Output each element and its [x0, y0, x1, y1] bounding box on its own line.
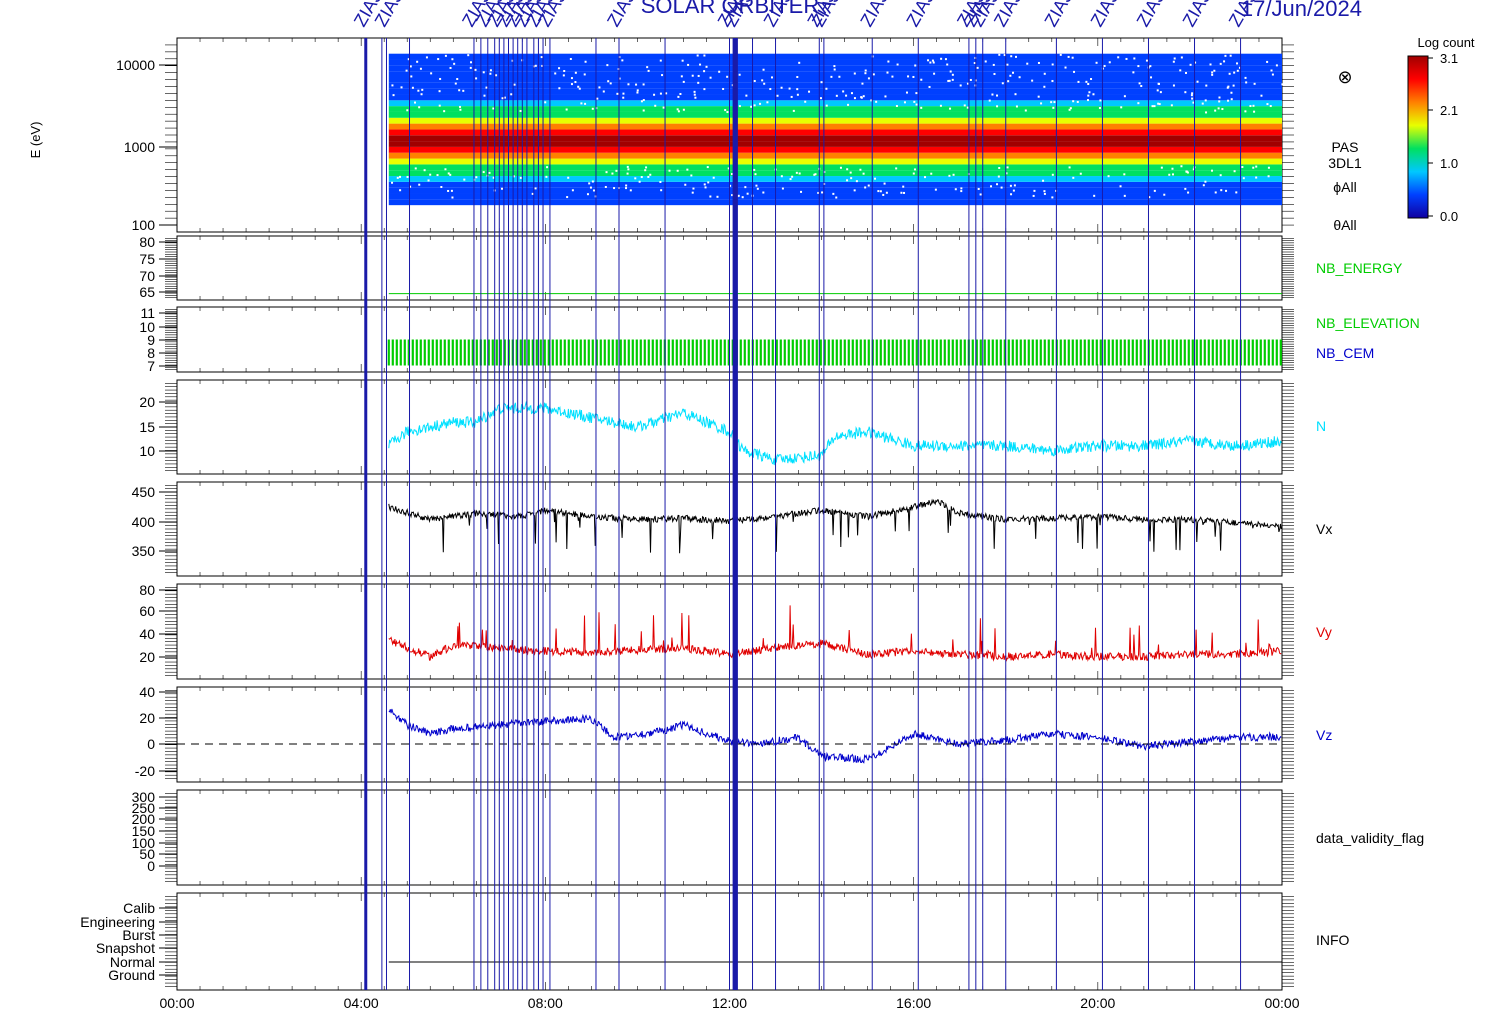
series-vy	[388, 605, 1282, 663]
y-tick-label: 80	[139, 582, 155, 598]
y-tick-label: 15	[139, 419, 155, 435]
y-tick-label: 1000	[124, 139, 155, 155]
y-tick-label: 10	[139, 443, 155, 459]
y-tick-label: 10000	[116, 57, 155, 73]
event-marker-label: ZIA3	[603, 0, 639, 30]
y-tick-label: Calib	[123, 900, 155, 916]
y-tick-label: 20	[139, 649, 155, 665]
y-tick-label: 20	[139, 394, 155, 410]
series-label: Vx	[1316, 521, 1332, 537]
y-tick-label: 10	[139, 319, 155, 335]
y-tick-label: 60	[139, 603, 155, 619]
y-tick-label: 65	[139, 284, 155, 300]
series-label: Vz	[1316, 727, 1332, 743]
event-marker-label: ZIA3	[856, 0, 892, 30]
x-tick-label: 00:00	[1264, 995, 1299, 1011]
panel-5: 80 60 40 20 Vy	[139, 582, 1332, 680]
instrument-label: PAS	[1332, 139, 1359, 155]
panel-4: 450 400 350 Vx	[132, 481, 1332, 577]
instrument-label: 3DL1	[1328, 155, 1362, 171]
y-tick-label: Engineering	[80, 914, 155, 930]
instrument-label: ϕAll	[1333, 179, 1356, 195]
y-tick-label: Ground	[108, 967, 155, 983]
series-label: NB_ELEVATION	[1316, 315, 1420, 331]
y-tick-label: 100	[132, 217, 156, 233]
series-label: data_validity_flag	[1316, 830, 1424, 846]
series-n	[388, 400, 1282, 466]
y-tick-label: 11	[140, 305, 155, 321]
colorbar-title: Log count	[1417, 35, 1474, 50]
colorbar-tick: 2.1	[1440, 103, 1458, 118]
event-marker-label: ZIA3	[902, 0, 938, 30]
series-vz	[388, 708, 1282, 764]
x-tick-label: 16:00	[896, 995, 931, 1011]
y-tick-label: 7	[147, 358, 155, 374]
series-label: N	[1316, 418, 1326, 434]
colorbar-tick: 3.1	[1440, 51, 1458, 66]
y-axis-label: E (eV)	[28, 122, 43, 159]
y-tick-label: 150	[132, 823, 156, 839]
y-tick-label: 40	[139, 626, 155, 642]
y-tick-label: Snapshot	[96, 940, 155, 956]
y-tick-label: 9	[147, 332, 155, 348]
colorbar	[1407, 55, 1429, 219]
y-tick-label: 80	[139, 234, 155, 250]
event-marker-label: ZIA3	[1179, 0, 1215, 30]
y-tick-label: 50	[139, 846, 155, 862]
series-label: INFO	[1316, 932, 1350, 948]
chart-date: 17/Jun/2024	[1241, 0, 1362, 21]
x-tick-label: 04:00	[344, 995, 379, 1011]
x-tick-label: 12:00	[712, 995, 747, 1011]
y-tick-label: Normal	[110, 954, 155, 970]
y-tick-label: 450	[132, 484, 156, 500]
event-marker-label: ZIA3	[1087, 0, 1123, 30]
y-tick-label: 400	[132, 514, 156, 530]
x-tick-label: 08:00	[528, 995, 563, 1011]
y-tick-label: Burst	[122, 927, 155, 943]
series-vx	[388, 498, 1282, 554]
y-tick-label: 350	[132, 543, 156, 559]
spectrogram	[388, 53, 1284, 206]
y-tick-label: 8	[147, 345, 155, 361]
event-marker-label: ZIA3	[1133, 0, 1169, 30]
series-label: Vy	[1316, 624, 1332, 640]
y-tick-label: 300	[132, 789, 156, 805]
colorbar-tick: 1.0	[1440, 156, 1458, 171]
y-tick-label: 250	[132, 800, 156, 816]
series-label: NB_ENERGY	[1316, 260, 1403, 276]
y-tick-label: 70	[139, 268, 155, 284]
instrument-label: ⊗	[1337, 67, 1352, 87]
y-tick-label: -20	[135, 763, 155, 779]
instrument-label: θAll	[1333, 217, 1356, 233]
y-tick-label: 0	[147, 736, 155, 752]
y-tick-label: 0	[147, 858, 155, 874]
x-tick-label: 20:00	[1080, 995, 1115, 1011]
y-tick-label: 75	[139, 251, 155, 267]
chart-title: SOLAR ORBITER	[641, 0, 819, 18]
series-label: NB_CEM	[1316, 345, 1374, 361]
x-tick-label: 00:00	[159, 995, 194, 1011]
y-tick-label: 20	[139, 710, 155, 726]
event-marker-label: ZIA3	[1041, 0, 1077, 30]
y-tick-label: 200	[132, 811, 156, 827]
y-tick-label: 100	[132, 835, 156, 851]
panel-8: CalibEngineeringBurstSnapshotNormalGroun…	[80, 892, 1350, 991]
y-tick-label: 40	[139, 684, 155, 700]
colorbar-tick: 0.0	[1440, 209, 1458, 224]
